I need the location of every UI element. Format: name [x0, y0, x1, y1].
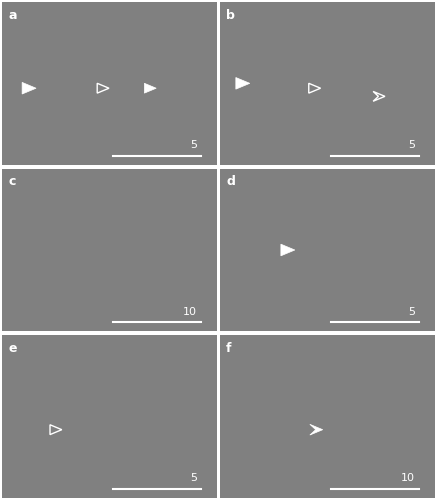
- Polygon shape: [144, 84, 156, 93]
- Polygon shape: [281, 244, 295, 256]
- Polygon shape: [22, 82, 36, 94]
- Text: c: c: [8, 175, 16, 188]
- Text: 5: 5: [408, 306, 415, 316]
- Text: 5: 5: [190, 474, 197, 484]
- Text: e: e: [8, 342, 17, 355]
- Polygon shape: [310, 424, 323, 435]
- Text: 5: 5: [190, 140, 197, 150]
- Text: 10: 10: [401, 474, 415, 484]
- Polygon shape: [236, 78, 250, 89]
- Text: d: d: [226, 175, 235, 188]
- Text: 5: 5: [408, 140, 415, 150]
- Text: 10: 10: [183, 306, 197, 316]
- Text: a: a: [8, 8, 17, 22]
- Text: b: b: [226, 8, 235, 22]
- Text: f: f: [226, 342, 232, 355]
